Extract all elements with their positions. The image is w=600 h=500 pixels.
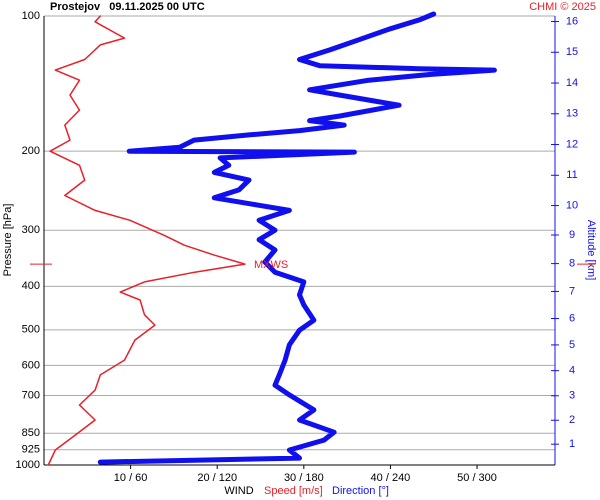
credit: CHMI © 2025 xyxy=(529,1,596,13)
y2-axis-label: Altitude [km] xyxy=(585,220,597,281)
x-tick-label: 30 / 180 xyxy=(284,472,324,484)
y-tick-label: 1000 xyxy=(16,459,40,471)
y-tick-label: 600 xyxy=(22,359,40,371)
y2-tick-label: 12 xyxy=(566,138,578,150)
y2-tick-label: 5 xyxy=(569,339,575,351)
y-tick-label: 100 xyxy=(22,10,40,22)
legend-label: Speed [m/s] xyxy=(264,485,323,497)
annotation: MXWS xyxy=(254,259,288,271)
y2-tick-label: 14 xyxy=(566,77,578,89)
x-tick-label: 40 / 240 xyxy=(371,472,411,484)
y-tick-label: 400 xyxy=(22,280,40,292)
y2-tick-label: 9 xyxy=(569,229,575,241)
y2-tick-label: 1 xyxy=(569,438,575,450)
y2-tick-label: 10 xyxy=(566,199,578,211)
x-tick-label: 20 / 120 xyxy=(197,472,237,484)
y2-tick-label: 6 xyxy=(569,312,575,324)
y-tick-label: 850 xyxy=(22,427,40,439)
y2-tick-label: 13 xyxy=(566,108,578,120)
y-axis-label: Pressure [hPa] xyxy=(2,204,14,277)
y2-tick-label: 15 xyxy=(566,46,578,58)
y-tick-label: 700 xyxy=(22,389,40,401)
y2-tick-label: 8 xyxy=(569,258,575,270)
y-tick-label: 500 xyxy=(22,324,40,336)
x-tick-label: 50 / 300 xyxy=(457,472,497,484)
y2-tick-label: 3 xyxy=(569,390,575,402)
legend-label: Direction [°] xyxy=(332,485,389,497)
speed-line xyxy=(47,15,246,466)
y-tick-label: 300 xyxy=(22,224,40,236)
y2-tick-label: 4 xyxy=(569,365,575,377)
x-axis-label: WIND xyxy=(224,485,253,497)
chart-title: Prostejov 09.11.2025 00 UTC xyxy=(50,1,205,13)
y2-tick-label: 2 xyxy=(569,414,575,426)
direction-line xyxy=(97,11,497,465)
y-tick-label: 925 xyxy=(22,444,40,456)
y-tick-label: 200 xyxy=(22,145,40,157)
y2-tick-label: 7 xyxy=(569,285,575,297)
y2-tick-label: 11 xyxy=(566,169,577,181)
y2-tick-label: 16 xyxy=(566,15,578,27)
x-tick-label: 10 / 60 xyxy=(114,472,148,484)
